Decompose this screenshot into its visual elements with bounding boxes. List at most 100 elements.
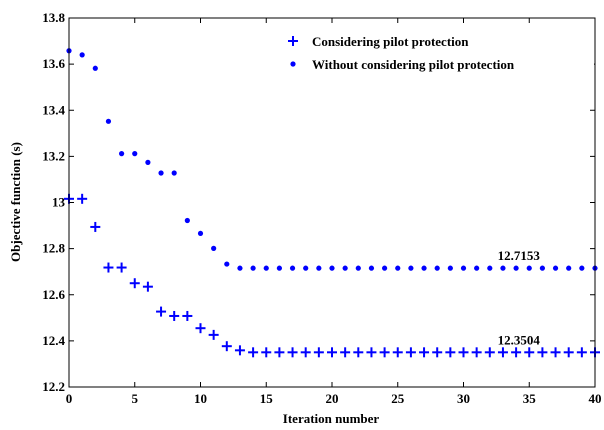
data-point-dot: [566, 265, 572, 271]
x-tick-label: 35: [523, 391, 537, 406]
data-point-plus: [300, 347, 311, 358]
data-point-plus: [497, 347, 508, 358]
data-point-dot: [171, 170, 177, 176]
data-point-plus: [221, 341, 232, 352]
data-point-dot: [474, 265, 480, 271]
data-point-plus: [156, 306, 167, 317]
data-point-dot: [158, 170, 164, 176]
data-point-dot: [250, 265, 256, 271]
data-point-dot: [395, 265, 401, 271]
series-without: [66, 48, 598, 271]
y-tick-label: 12.6: [42, 287, 65, 302]
data-point-plus: [379, 347, 390, 358]
data-point-plus: [182, 310, 193, 321]
data-point-dot: [487, 265, 493, 271]
y-tick-label: 13.2: [42, 148, 65, 163]
data-point-plus: [313, 347, 324, 358]
data-point-dot: [237, 265, 243, 271]
data-point-dot: [289, 265, 296, 271]
data-point-plus: [169, 310, 180, 321]
data-point-dot: [211, 245, 217, 251]
data-point-dot: [132, 151, 138, 157]
y-tick-label: 12.4: [42, 333, 65, 348]
data-point-plus: [287, 347, 298, 358]
data-point-plus: [129, 278, 140, 289]
data-point-dot: [197, 230, 204, 237]
x-axis-label: Iteration number: [283, 411, 380, 426]
data-point-plus: [484, 347, 495, 358]
data-point-plus: [563, 347, 574, 358]
data-point-plus: [340, 347, 351, 358]
data-point-plus: [445, 347, 456, 358]
data-point-plus: [537, 347, 548, 358]
data-point-dot: [145, 159, 151, 165]
y-axis-label: Objective function (s): [8, 142, 23, 262]
data-point-dot: [342, 265, 348, 271]
data-point-dot: [434, 265, 440, 271]
data-point-plus: [142, 281, 153, 292]
y-tick-label: 13.8: [42, 10, 65, 25]
x-tick-label: 10: [194, 391, 207, 406]
y-tick-label: 13.6: [42, 56, 65, 71]
data-point-plus: [419, 347, 430, 358]
legend: Considering pilot protection Without con…: [250, 26, 594, 80]
legend-label-considering: Considering pilot protection: [312, 34, 469, 49]
data-point-plus: [392, 347, 403, 358]
data-point-plus: [77, 193, 88, 204]
legend-label-without: Without considering pilot protection: [312, 57, 515, 72]
data-point-plus: [550, 347, 561, 358]
series-considering: [64, 193, 600, 358]
data-point-dot: [316, 265, 322, 271]
data-point-dot: [119, 151, 125, 157]
data-point-plus: [366, 347, 377, 358]
y-tick-label: 13: [52, 195, 66, 210]
y-tick-label: 12.8: [42, 241, 65, 256]
data-point-dot: [513, 265, 519, 271]
data-point-plus: [405, 347, 416, 358]
data-point-dot: [460, 265, 467, 271]
data-point-dot: [355, 265, 361, 271]
x-tick-label: 20: [326, 391, 339, 406]
data-point-plus: [432, 347, 443, 358]
data-point-plus: [458, 347, 469, 358]
data-point-dot: [79, 52, 85, 58]
data-point-dot: [500, 265, 506, 271]
data-point-dot: [368, 265, 375, 271]
data-point-plus: [274, 347, 285, 358]
data-point-dot: [263, 265, 269, 271]
data-point-plus: [511, 347, 522, 358]
data-point-dot: [382, 265, 388, 271]
data-point-plus: [116, 262, 127, 273]
data-point-plus: [524, 347, 535, 358]
x-tick-label: 15: [260, 391, 274, 406]
x-tick-label: 40: [589, 391, 602, 406]
x-tick-label: 25: [391, 391, 405, 406]
data-point-dot: [447, 265, 453, 271]
data-point-dot: [408, 265, 414, 271]
data-point-dot: [329, 265, 335, 271]
data-point-dot: [552, 265, 559, 271]
x-tick-label: 5: [132, 391, 139, 406]
y-tick-label: 12.2: [42, 379, 65, 394]
legend-box: [250, 26, 594, 80]
value-annotation: 12.7153: [498, 248, 541, 263]
data-point-plus: [353, 347, 364, 358]
data-point-dot: [526, 265, 532, 271]
data-point-plus: [234, 345, 245, 356]
data-point-plus: [576, 347, 587, 358]
data-point-dot: [105, 118, 112, 124]
data-point-dot: [303, 265, 309, 271]
data-point-dot: [92, 65, 98, 71]
data-point-plus: [471, 347, 482, 358]
data-point-plus: [103, 262, 114, 273]
data-point-plus: [208, 329, 219, 340]
y-tick-label: 13.4: [42, 102, 65, 117]
x-tick-label: 30: [457, 391, 470, 406]
value-annotation: 12.3504: [498, 332, 541, 347]
data-point-dot: [539, 265, 546, 271]
legend-marker-dot: [290, 61, 296, 67]
data-point-plus: [90, 221, 101, 232]
data-point-dot: [276, 265, 282, 271]
data-point-dot: [579, 265, 585, 271]
